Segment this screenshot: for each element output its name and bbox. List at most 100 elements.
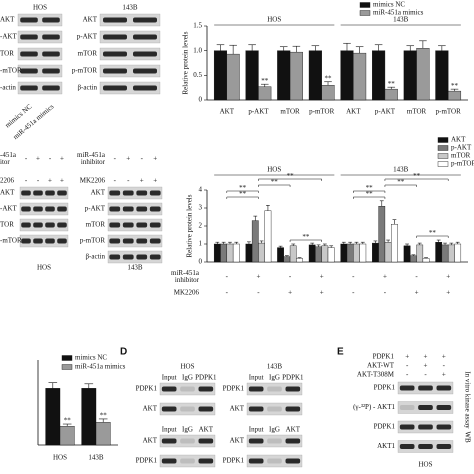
blot-strip — [99, 30, 161, 44]
blot-band — [122, 206, 134, 212]
bar — [321, 84, 335, 101]
bar — [251, 220, 259, 263]
x-tick-label: AKT — [346, 108, 361, 116]
significance: ** — [451, 82, 459, 90]
bar — [289, 245, 297, 263]
treatment-sign: + — [60, 155, 64, 163]
row-label: p-AKT — [85, 205, 106, 213]
blot-band — [109, 222, 121, 228]
treatment-sign: + — [140, 177, 144, 185]
legend-swatch — [61, 355, 73, 361]
blot-band — [436, 405, 452, 410]
condition-sign: + — [446, 273, 450, 281]
blot-band — [20, 68, 38, 74]
blot-band — [399, 444, 415, 449]
significance: ** — [287, 172, 295, 180]
treatment-sign: + — [405, 353, 409, 361]
y-tick-label: 1 — [199, 240, 203, 248]
row-label: AKT — [83, 16, 98, 24]
bar — [264, 210, 272, 263]
row-label: β-actin — [78, 84, 98, 92]
treatment-sign: - — [406, 371, 409, 379]
bar — [232, 243, 240, 263]
blot-band — [103, 51, 127, 57]
row-label: -actin — [0, 84, 16, 92]
blot-band — [180, 406, 195, 412]
legend-label: mimics NC — [75, 354, 107, 362]
blot-band — [133, 85, 157, 91]
blot-band — [57, 238, 67, 244]
blot-band — [133, 17, 157, 23]
bar — [340, 50, 354, 101]
bar — [403, 245, 411, 263]
blot-band — [21, 222, 31, 228]
significance: ** — [64, 417, 72, 425]
significance: ** — [366, 184, 374, 192]
treatment-label: -451a — [0, 151, 17, 159]
treatment-sign: - — [37, 177, 40, 185]
bar — [391, 223, 398, 263]
bracket — [384, 178, 449, 181]
legend-label: miR-451a mimics — [373, 9, 424, 17]
blot-band — [248, 406, 264, 412]
row-label: mTOR — [78, 50, 98, 58]
blot-title: HOS — [180, 363, 194, 371]
blot-band — [180, 458, 195, 464]
legend-swatch — [61, 364, 73, 370]
blot-band — [267, 406, 282, 412]
blot-band — [399, 385, 415, 391]
blot-band — [122, 254, 134, 260]
treatment-sign: - — [25, 177, 28, 185]
blot-band — [45, 190, 55, 196]
bracket — [226, 196, 259, 199]
bar — [435, 50, 449, 101]
row-label: -mTOR — [0, 237, 22, 245]
blot-band — [436, 424, 452, 430]
row-label: p-mTOR — [72, 67, 97, 75]
blot-band — [103, 68, 127, 74]
row-label: PDPK1 — [223, 385, 245, 393]
condition-label: miR-451a — [171, 269, 200, 277]
treatment-label: AKT-WT — [367, 362, 395, 370]
bar — [378, 205, 386, 263]
group-label: 143B — [393, 166, 409, 174]
lane-label: Input — [162, 426, 177, 434]
x-tick-label: p-mTOR — [436, 108, 461, 116]
blot-band — [149, 190, 161, 196]
lane-label: PDPK1 — [282, 374, 304, 382]
blot-band — [133, 68, 157, 74]
bar — [45, 388, 61, 446]
blot-band — [45, 238, 55, 244]
significance: ** — [261, 77, 269, 85]
treatment-label: 2206 — [0, 177, 15, 185]
blot-strip — [107, 202, 163, 216]
blot-title: HOS — [418, 461, 432, 469]
bar — [353, 52, 367, 101]
side-label: WB — [463, 431, 471, 443]
bar — [410, 255, 417, 263]
lane-label: PDPK1 — [195, 374, 217, 382]
bracket — [289, 239, 322, 242]
bar — [226, 243, 234, 263]
bar — [245, 243, 253, 263]
significance: ** — [388, 80, 396, 88]
row-label: PDPK1 — [136, 385, 158, 393]
blot-title: HOS — [37, 264, 51, 272]
significance: ** — [302, 233, 310, 241]
bracket — [384, 184, 417, 187]
row-label: -AKT — [0, 33, 17, 41]
y-tick-label: 1.5 — [193, 22, 202, 30]
bar — [258, 86, 272, 101]
significance: ** — [366, 190, 374, 198]
bar — [277, 50, 291, 101]
row-label: p-AKT — [77, 33, 98, 41]
bar — [289, 51, 303, 101]
row-label: TOR — [0, 221, 14, 229]
blot-band — [418, 385, 433, 391]
y-axis-label: Relative protein levels — [182, 31, 190, 94]
blot-band — [248, 438, 264, 444]
legend-label: AKT — [451, 136, 466, 144]
blot-strip — [107, 234, 163, 248]
condition-label: MK2206 — [174, 289, 200, 297]
bar — [353, 243, 360, 263]
